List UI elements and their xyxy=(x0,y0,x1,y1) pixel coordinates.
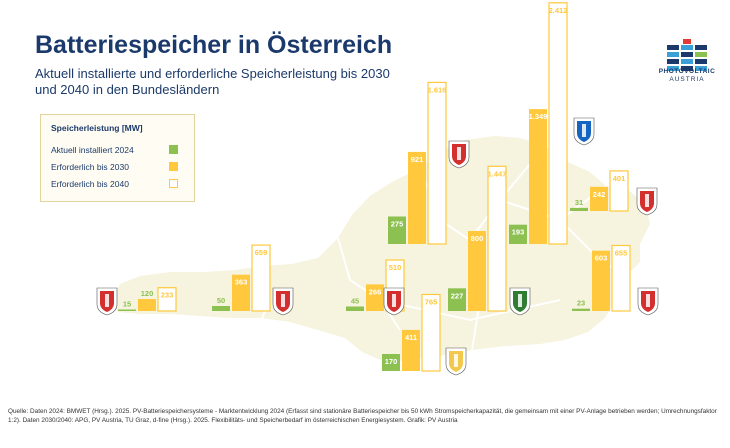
bar-steiermark-installed xyxy=(448,288,466,311)
label-vorarlberg-installed: 15 xyxy=(123,300,131,309)
label-tirol-2040: 659 xyxy=(255,248,268,257)
label-steiermark-2030: 800 xyxy=(471,234,484,243)
label-kaernten-2030: 411 xyxy=(405,333,417,342)
bar-burgenland-installed xyxy=(572,308,590,311)
niederoesterreich-flag-icon xyxy=(573,117,595,146)
photovoltaic-austria-logo-icon xyxy=(667,39,707,71)
wien-flag-icon xyxy=(636,187,658,216)
legend-swatch-installed xyxy=(169,145,178,154)
legend-swatch-2040 xyxy=(169,179,178,188)
legend-item-2040: Erforderlich bis 2040 xyxy=(51,179,129,189)
label-burgenland-2040: 655 xyxy=(615,249,628,258)
bar-steiermark-2040 xyxy=(487,165,507,312)
label-kaernten-2040: 765 xyxy=(425,298,438,307)
label-salzburg-2040: 510 xyxy=(389,263,402,272)
bar-niederoesterreich-2040 xyxy=(548,2,568,245)
bar-steiermark-2030 xyxy=(468,231,486,311)
page-subtitle: Aktuell installierte und erforderliche S… xyxy=(35,66,390,97)
label-niederoesterreich-installed: 193 xyxy=(512,228,525,237)
bar-tirol-2040 xyxy=(251,244,271,312)
label-vorarlberg-2040: 233 xyxy=(161,291,174,300)
bar-niederoesterreich-2030 xyxy=(529,109,547,244)
labels-layer: 15 120 233 50 363 659 45 266 510 275 921 1.616 170 41… xyxy=(123,6,627,366)
label-kaernten-installed: 170 xyxy=(385,357,398,366)
label-oberoesterreich-2040: 1.616 xyxy=(428,85,447,94)
label-oberoesterreich-installed: 275 xyxy=(391,220,404,229)
burgenland-flag-icon xyxy=(637,287,659,316)
logo-text-sub: AUSTRIA xyxy=(669,76,705,83)
logo-text-main: PHOTOVOLTAIC xyxy=(658,68,716,75)
bar-vorarlberg-2040 xyxy=(157,287,177,312)
label-wien-installed: 31 xyxy=(575,198,583,207)
salzburg-flag-icon xyxy=(383,287,405,316)
label-steiermark-installed: 227 xyxy=(451,291,464,300)
page-title: Batteriespeicher in Österreich xyxy=(35,31,393,59)
label-oberoesterreich-2030: 921 xyxy=(411,155,424,164)
bar-oberoesterreich-2030 xyxy=(408,151,426,244)
kaernten-flag-icon xyxy=(445,347,467,376)
bars-layer xyxy=(118,2,631,372)
bar-tirol-2030 xyxy=(232,274,250,311)
label-salzburg-2030: 266 xyxy=(369,287,382,296)
label-tirol-2030: 363 xyxy=(235,278,248,287)
steiermark-flag-icon xyxy=(509,287,531,316)
label-steiermark-2040: 1.447 xyxy=(488,169,507,178)
label-wien-2030: 242 xyxy=(593,190,606,199)
legend-swatch-2030 xyxy=(169,162,178,171)
flags-layer xyxy=(96,117,659,376)
bar-salzburg-2030 xyxy=(366,284,384,311)
bar-oberoesterreich-installed xyxy=(388,216,406,244)
bar-kaernten-2040 xyxy=(421,293,441,372)
label-vorarlberg-2030: 120 xyxy=(141,289,154,298)
legend-item-installed: Aktuell installiert 2024 xyxy=(51,145,134,155)
bar-wien-2040 xyxy=(609,170,629,212)
bar-vorarlberg-2030 xyxy=(138,299,156,311)
bar-burgenland-2040 xyxy=(611,244,631,312)
source-note: Quelle: Daten 2024: BMWET (Hrsg.). 2025.… xyxy=(8,408,717,424)
bar-oberoesterreich-2040 xyxy=(427,81,447,245)
label-tirol-installed: 50 xyxy=(217,296,225,305)
bar-kaernten-installed xyxy=(382,354,400,371)
label-burgenland-2030: 603 xyxy=(595,254,608,263)
bar-salzburg-installed xyxy=(346,306,364,311)
tirol-flag-icon xyxy=(272,287,294,316)
bar-vorarlberg-installed xyxy=(118,309,136,311)
bar-wien-2030 xyxy=(590,186,608,211)
bar-wien-installed xyxy=(570,207,588,211)
legend: Speicherleistung [MW] Aktuell installier… xyxy=(40,114,195,202)
bar-niederoesterreich-installed xyxy=(509,224,527,244)
legend-title: Speicherleistung [MW] xyxy=(51,123,143,133)
label-salzburg-installed: 45 xyxy=(351,297,359,306)
label-wien-2040: 401 xyxy=(613,174,626,183)
vorarlberg-flag-icon xyxy=(96,287,118,316)
label-niederoesterreich-2040: 2.412 xyxy=(549,6,568,15)
legend-item-2030: Erforderlich bis 2030 xyxy=(51,162,129,172)
label-burgenland-installed: 23 xyxy=(577,299,585,308)
label-niederoesterreich-2030: 1.349 xyxy=(529,112,548,121)
oberoesterreich-flag-icon xyxy=(448,140,470,169)
bar-kaernten-2030 xyxy=(402,329,420,371)
bar-burgenland-2030 xyxy=(592,250,610,311)
bar-tirol-installed xyxy=(212,306,230,311)
